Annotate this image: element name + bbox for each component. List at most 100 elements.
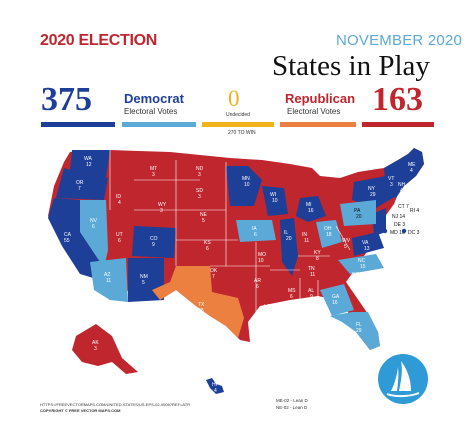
label-wy: WY	[158, 202, 167, 208]
state-va	[352, 232, 384, 256]
state-mi	[296, 196, 326, 222]
label-ut-votes: 6	[118, 238, 121, 244]
label-az: AZ	[104, 272, 110, 278]
label-tn-votes: 11	[310, 272, 315, 278]
label-oh: OH	[324, 226, 332, 232]
state-or	[56, 168, 108, 200]
democrat-sublabel: Electoral Votes	[124, 107, 178, 116]
label-ut: UT	[116, 232, 123, 238]
state-ia	[236, 220, 276, 242]
label-co-votes: 9	[152, 242, 155, 248]
label-ks-votes: 6	[206, 246, 209, 252]
label-wy-votes: 3	[160, 208, 163, 214]
label-mt: MT	[150, 166, 157, 172]
label-ky-votes: 8	[316, 256, 319, 262]
label-or-votes: 7	[78, 186, 81, 192]
nebraska-district-note: NE-02 - Lean D	[276, 405, 308, 410]
label-wi-votes: 10	[272, 198, 278, 204]
label-de: DE 3	[394, 222, 405, 228]
page-title: States in Play	[272, 50, 430, 82]
label-ky: KY	[314, 250, 321, 256]
label-wa: WA	[84, 156, 93, 162]
republican-label: Republican	[285, 91, 356, 106]
lean-democrat-bar	[122, 122, 196, 127]
undecided-bar	[202, 122, 274, 127]
label-nm-votes: 5	[142, 280, 145, 286]
state-il	[280, 218, 298, 276]
label-vt-votes: 3	[390, 182, 393, 188]
label-ms: MS	[288, 288, 296, 294]
republican-sublabel: Electoral Votes	[287, 107, 341, 116]
solid-republican-bar	[362, 122, 434, 127]
label-wv: WV	[342, 238, 351, 244]
label-ma: MA	[404, 194, 412, 200]
label-nc: NC	[358, 258, 366, 264]
state-az	[90, 258, 128, 302]
label-ne-votes: 5	[202, 218, 205, 224]
dc-marker	[401, 228, 407, 234]
label-ms-votes: 6	[290, 294, 293, 300]
label-ak: AK	[92, 340, 99, 346]
label-ny-votes: 29	[370, 192, 376, 198]
label-vt: VT	[388, 176, 394, 182]
state-fl	[330, 312, 380, 350]
undecided-count: 0	[228, 86, 240, 111]
label-wv-votes: 5	[344, 244, 347, 250]
label-nv: NV	[90, 218, 98, 224]
month-label: NOVEMBER 2020	[336, 32, 462, 49]
label-wa-votes: 12	[86, 162, 92, 168]
state-oh	[316, 220, 342, 248]
label-tn: TN	[308, 266, 315, 272]
label-va: VA	[362, 240, 369, 246]
state-ca	[48, 198, 104, 280]
label-nd: ND	[196, 166, 204, 172]
label-nj: NJ 14	[392, 214, 405, 220]
undecided-label: Undecided	[226, 112, 250, 118]
state-ny	[352, 176, 396, 208]
state-ak	[72, 324, 138, 374]
label-sc-votes: 9	[354, 278, 357, 284]
label-ri: RI 4	[410, 208, 419, 214]
label-ga: GA	[332, 294, 340, 300]
democrat-electoral-count: 375	[41, 81, 92, 118]
label-mi-votes: 16	[308, 208, 314, 214]
label-az-votes: 11	[106, 278, 111, 284]
label-in-votes: 11	[304, 238, 309, 244]
label-la-votes: 8	[266, 310, 269, 316]
lean-republican-bar	[280, 122, 356, 127]
label-va-votes: 13	[364, 246, 370, 252]
label-ak-votes: 3	[94, 346, 97, 352]
label-la: LA	[264, 304, 271, 310]
label-mo: MO	[258, 252, 266, 258]
state-wa	[70, 150, 110, 178]
label-mt-votes: 3	[152, 172, 155, 178]
label-mn-votes: 10	[244, 182, 250, 188]
label-pa-votes: 20	[356, 214, 362, 220]
label-ia: IA	[252, 226, 257, 232]
label-id: ID	[116, 194, 121, 200]
label-ok-votes: 7	[212, 274, 215, 280]
state-co	[132, 226, 176, 258]
label-ca-votes: 55	[64, 238, 70, 244]
label-fl-votes: 29	[356, 328, 362, 334]
label-nm: NM	[140, 274, 148, 280]
label-dc: DC 3	[408, 230, 420, 236]
state-ne-states	[384, 148, 424, 198]
maine-district-note: ME-02 - Lean D	[276, 398, 308, 403]
us-landmass	[48, 148, 424, 350]
label-ar-votes: 6	[256, 284, 259, 290]
label-ia-votes: 6	[254, 232, 257, 238]
label-ks: KS	[204, 240, 211, 246]
md-marker	[382, 228, 388, 234]
label-ne: NE	[200, 212, 208, 218]
label-sd: SD	[196, 188, 203, 194]
label-ny: NY	[368, 186, 376, 192]
map-copyright: COPYRIGHT © FREE VECTOR MAPS.COM	[40, 408, 121, 413]
label-mo-votes: 10	[258, 258, 264, 264]
label-al-votes: 9	[310, 294, 313, 300]
label-ca: CA	[64, 232, 72, 238]
label-md: MD 10	[390, 230, 405, 236]
label-ok: OK	[210, 268, 218, 274]
label-pa: PA	[354, 208, 361, 214]
